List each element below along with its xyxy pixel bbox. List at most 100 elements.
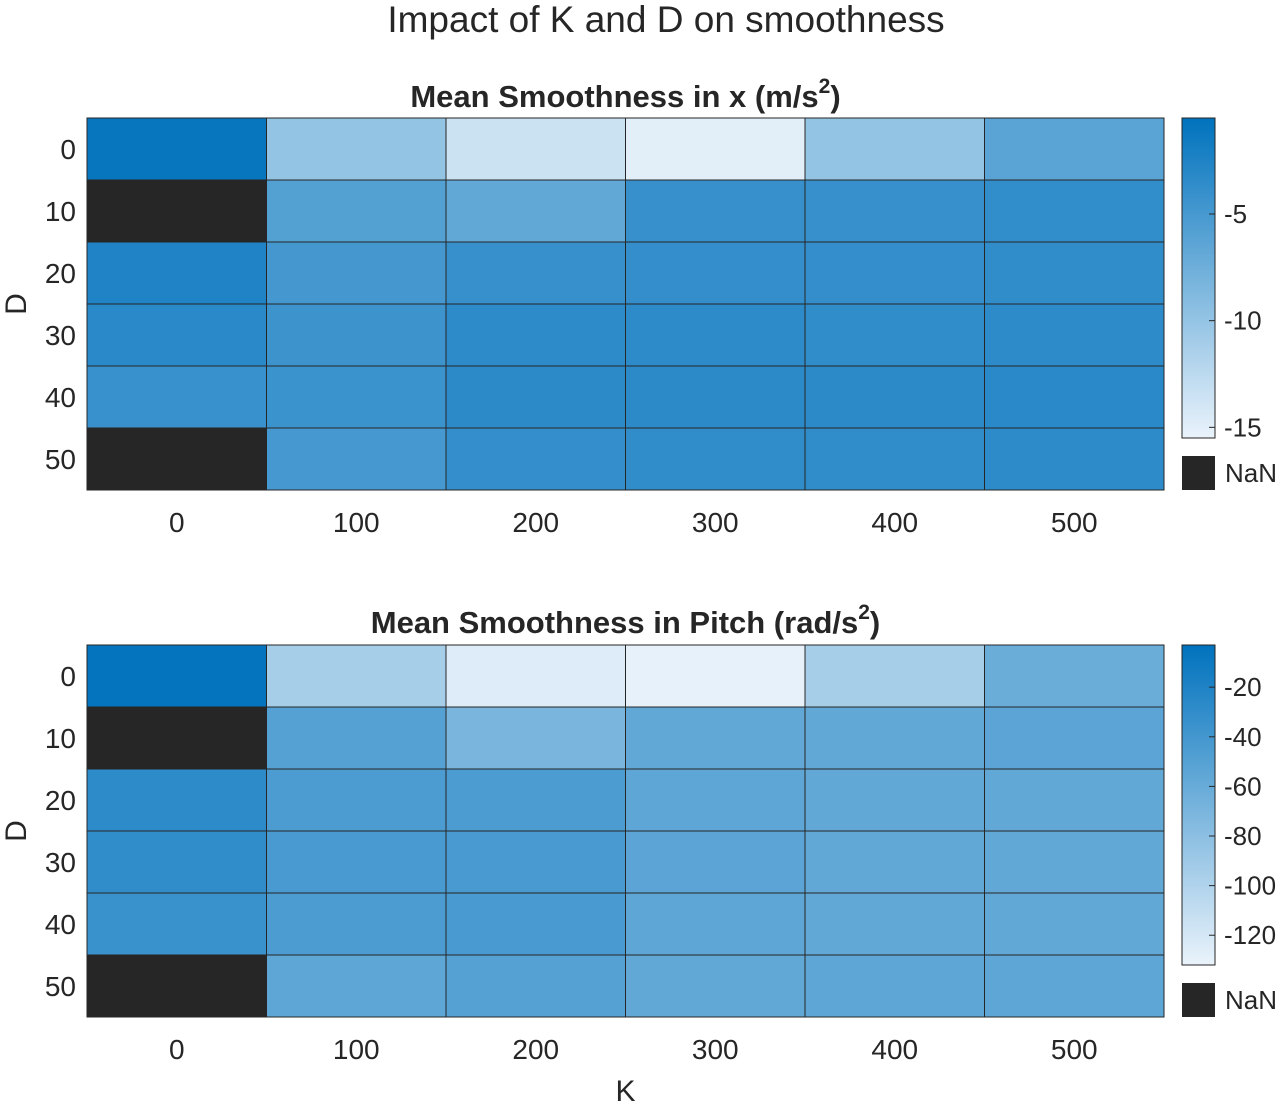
y-axis-label: D <box>0 820 33 842</box>
x-tick-label: 0 <box>169 507 185 538</box>
heatmap-cell <box>984 427 1165 491</box>
heatmap-cell <box>625 892 806 956</box>
y-tick-label: 40 <box>45 382 76 413</box>
heatmap-cell <box>445 303 626 367</box>
heatmap-cell <box>266 241 447 305</box>
heatmap-cell <box>445 768 626 832</box>
heatmap-cell <box>804 365 985 429</box>
x-tick-label: 100 <box>333 1034 380 1065</box>
colorbar-tick-label: -120 <box>1224 920 1276 950</box>
heatmap-cell <box>804 427 985 491</box>
colorbar-tick-label: -20 <box>1224 672 1262 702</box>
heatmap-panel-2: Mean Smoothness in Pitch (rad/s2) 0 10 20 30… <box>0 601 1277 1105</box>
heatmap-cell <box>266 427 447 491</box>
x-tick-label: 400 <box>871 507 918 538</box>
y-tick-label: 10 <box>45 723 76 754</box>
y-tick-label: 30 <box>45 847 76 878</box>
nan-label: NaN <box>1225 985 1277 1015</box>
heatmap-cell <box>266 830 447 894</box>
heatmap-cell <box>804 117 985 181</box>
heatmap-cell <box>984 179 1165 243</box>
heatmap-cell <box>445 644 626 708</box>
x-tick-label: 500 <box>1051 1034 1098 1065</box>
heatmap-cell <box>266 768 447 832</box>
heatmap-cell <box>445 117 626 181</box>
nan-swatch <box>1182 983 1215 1017</box>
colorbar <box>1181 117 1216 439</box>
heatmap-cell <box>984 117 1165 181</box>
x-tick-label: 300 <box>692 1034 739 1065</box>
heatmap-cell <box>86 706 267 770</box>
heatmap-cell <box>86 303 267 367</box>
heatmap-cell <box>266 179 447 243</box>
heatmap-cell <box>86 117 267 181</box>
heatmap-cell <box>625 427 806 491</box>
nan-swatch <box>1182 456 1215 490</box>
heatmap-cell <box>445 954 626 1018</box>
heatmap-cell <box>445 427 626 491</box>
heatmap-cell <box>804 303 985 367</box>
heatmap-cell <box>445 241 626 305</box>
colorbar-tick-label: -15 <box>1224 412 1262 442</box>
heatmap-cell <box>445 830 626 894</box>
x-tick-label: 400 <box>871 1034 918 1065</box>
heatmap-cell <box>625 179 806 243</box>
heatmap-cell <box>984 644 1165 708</box>
heatmap-cell <box>984 365 1165 429</box>
heatmap-cell <box>625 768 806 832</box>
heatmap-cell <box>984 706 1165 770</box>
heatmap-cell <box>984 954 1165 1018</box>
y-tick-label: 50 <box>45 971 76 1002</box>
heatmap-cell <box>86 644 267 708</box>
colorbar-tick-label: -5 <box>1224 199 1247 229</box>
heatmap-cell <box>804 241 985 305</box>
heatmap-cell <box>86 768 267 832</box>
y-axis-label: D <box>0 293 33 315</box>
colorbar <box>1181 644 1216 966</box>
x-tick-label: 100 <box>333 507 380 538</box>
x-tick-label: 300 <box>692 507 739 538</box>
x-tick-label: 500 <box>1051 507 1098 538</box>
x-tick-label: 200 <box>512 507 559 538</box>
heatmap-cell <box>804 644 985 708</box>
heatmap-cell <box>625 954 806 1018</box>
heatmap-cell <box>984 830 1165 894</box>
colorbar-tick-label: -60 <box>1224 771 1262 801</box>
panel-title: Mean Smoothness in Pitch (rad/s2) <box>371 601 881 640</box>
y-tick-label: 10 <box>45 196 76 227</box>
colorbar-tick-label: -40 <box>1224 722 1262 752</box>
heatmap-cell <box>266 365 447 429</box>
heatmap-cell <box>625 644 806 708</box>
heatmap-cell <box>445 365 626 429</box>
heatmap-cell <box>625 706 806 770</box>
heatmap-cell <box>984 303 1165 367</box>
heatmap-cell <box>625 117 806 181</box>
heatmap-cell <box>266 954 447 1018</box>
figure-title: Impact of K and D on smoothness <box>387 0 944 40</box>
heatmap-cell <box>804 706 985 770</box>
heatmap-cell <box>86 954 267 1018</box>
heatmap-cell <box>266 892 447 956</box>
heatmap-cell <box>804 179 985 243</box>
heatmap-cell <box>266 117 447 181</box>
heatmap-cell <box>445 706 626 770</box>
heatmap-cell <box>86 427 267 491</box>
x-tick-label: 0 <box>169 1034 185 1065</box>
heatmap-cell <box>984 768 1165 832</box>
heatmap-cell <box>984 892 1165 956</box>
heatmap-cell <box>266 303 447 367</box>
heatmap-cell <box>266 644 447 708</box>
heatmap-cell <box>804 954 985 1018</box>
y-tick-label: 30 <box>45 320 76 351</box>
nan-label: NaN <box>1225 458 1277 488</box>
y-tick-label: 20 <box>45 785 76 816</box>
y-tick-label: 20 <box>45 258 76 289</box>
heatmap-cell <box>86 892 267 956</box>
heatmap-cell <box>984 241 1165 305</box>
heatmap-cell <box>625 830 806 894</box>
heatmap-cell <box>804 830 985 894</box>
heatmap-cell <box>86 179 267 243</box>
